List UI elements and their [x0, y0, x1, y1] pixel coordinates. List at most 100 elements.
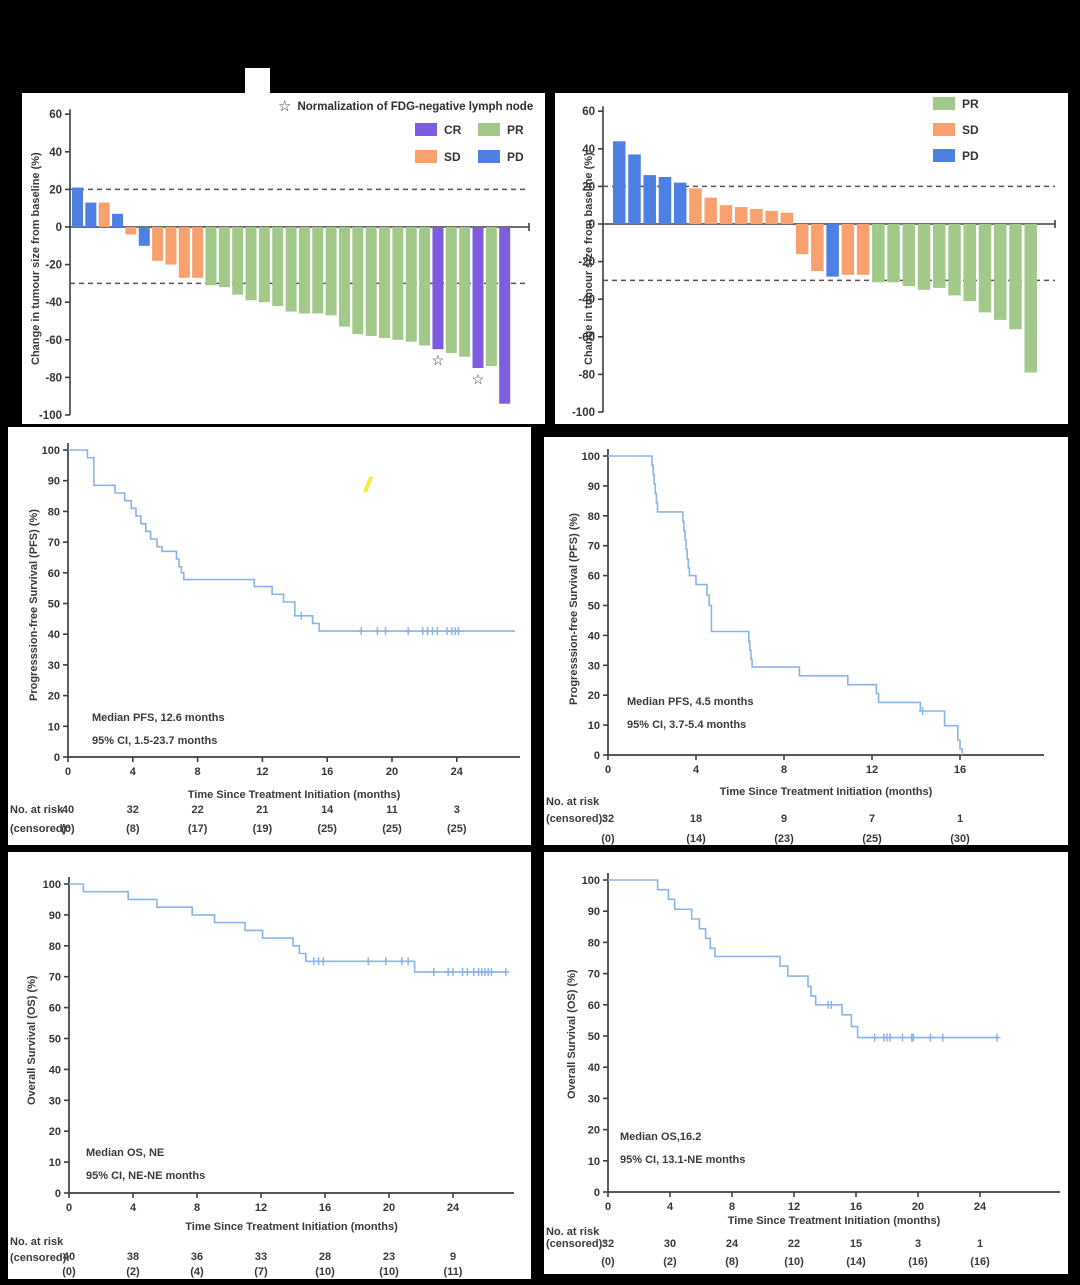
risk-count: 22	[191, 804, 204, 816]
median-line: Median OS,16.2	[620, 1131, 702, 1143]
svg-text:-80: -80	[45, 372, 62, 384]
svg-text:24: 24	[451, 766, 464, 778]
pfs-panel-b: 100 90 80 70 60 50 40 30 20 10 0 0 4 8 12 16 Progresssi…	[544, 437, 1068, 845]
svg-text:24: 24	[974, 1201, 987, 1213]
risk-censored-count: (0)	[601, 1256, 615, 1268]
pfs-b-annotation: Median PFS, 4.5 months 95% CI, 3.7-5.4 m…	[627, 691, 754, 737]
svg-text:0: 0	[594, 750, 600, 762]
svg-text:20: 20	[588, 690, 600, 702]
svg-text:12: 12	[256, 766, 268, 778]
risk-censored-count: (0)	[62, 1266, 76, 1278]
legend-swatch-pr	[933, 97, 955, 110]
waterfall-bar	[780, 212, 794, 224]
survival-curve	[68, 449, 516, 632]
svg-text:80: 80	[49, 941, 61, 953]
waterfall-bar	[419, 227, 431, 346]
svg-text:8: 8	[195, 766, 201, 778]
waterfall-bar	[365, 227, 377, 337]
risk-count: 40	[61, 804, 75, 816]
waterfall-bar	[285, 227, 297, 312]
risk-censored-count: (25)	[317, 823, 337, 835]
svg-text:50: 50	[49, 1034, 61, 1046]
pfs-a-xlabel: Time Since Treatment Initiation (months)	[187, 789, 401, 801]
waterfall-bar	[673, 182, 687, 224]
svg-text:-100: -100	[39, 410, 62, 422]
risk-censored-count: (0)	[61, 823, 75, 835]
risk-count: 1	[956, 813, 964, 825]
waterfall-bar	[765, 210, 778, 224]
svg-text:60: 60	[49, 109, 62, 121]
waterfall-bar	[165, 227, 177, 265]
svg-text:100: 100	[582, 451, 600, 463]
waterfall-bar	[658, 177, 672, 224]
risk-count: 23	[382, 1251, 396, 1263]
os-a-ylabel: Overall Survival (OS) (%)	[26, 975, 38, 1105]
risk-censored-count: (25)	[862, 833, 882, 845]
svg-text:30: 30	[49, 1095, 61, 1107]
svg-text:100: 100	[42, 445, 60, 457]
risk-count: 24	[725, 1238, 739, 1250]
svg-text:10: 10	[588, 1156, 600, 1168]
risk-count: 32	[601, 1238, 615, 1250]
svg-text:10: 10	[49, 1157, 61, 1169]
svg-text:0: 0	[605, 1201, 611, 1213]
risk-censored-count: (19)	[252, 823, 273, 835]
censor-marks	[310, 957, 510, 977]
risk-censored-count: (16)	[908, 1256, 928, 1268]
pfs-b-xlabel: Time Since Treatment Initiation (months)	[719, 786, 933, 798]
waterfall-bar	[856, 224, 870, 275]
svg-text:8: 8	[194, 1202, 200, 1214]
waterfall-bar	[258, 227, 270, 303]
waterfall-bar	[392, 227, 404, 340]
median-line: Median PFS, 12.6 months	[92, 712, 225, 724]
svg-text:4: 4	[693, 764, 700, 776]
legend-swatch-sd	[415, 150, 437, 163]
pfs-b-ylabel: Progresssion-free Survival (PFS) (%)	[568, 513, 580, 705]
waterfall-b-chart: 60 40 20 0 -20 -40 -60 -80 -100 PR SD PD	[572, 97, 1056, 419]
legend-swatch-pd	[933, 149, 955, 162]
risk-count: 9	[780, 813, 788, 825]
os-b-ylabel: Overall Survival (OS) (%)	[566, 969, 578, 1099]
svg-text:70: 70	[49, 972, 61, 984]
svg-text:40: 40	[49, 147, 62, 159]
ci-line: 95% CI, 1.5-23.7 months	[92, 735, 218, 747]
risk-count: 18	[689, 813, 703, 825]
risk-header-2: (censored):	[546, 813, 606, 825]
risk-count: 30	[663, 1238, 677, 1250]
waterfall-bar	[826, 224, 839, 277]
waterfall-bar	[232, 227, 244, 295]
waterfall-bar	[312, 227, 324, 314]
legend-label-cr: CR	[444, 123, 462, 137]
legend-swatch-sd	[933, 123, 955, 136]
waterfall-bar	[178, 227, 190, 278]
risk-header-1: No. at risk	[546, 796, 600, 808]
risk-header-1: No. at risk	[546, 1226, 600, 1238]
waterfall-bar	[218, 227, 230, 288]
risk-count: 7	[868, 813, 876, 825]
waterfall-bar	[459, 227, 471, 357]
pfs-a-ylabel: Progresssion-free Survival (PFS) (%)	[28, 509, 40, 701]
risk-header-2: (censored):	[10, 1252, 70, 1264]
risk-censored-count: (7)	[254, 1266, 268, 1278]
svg-text:0: 0	[605, 764, 611, 776]
waterfall-bar	[499, 227, 511, 404]
risk-count: 40	[62, 1251, 76, 1263]
svg-text:10: 10	[588, 720, 600, 732]
svg-text:40: 40	[48, 629, 60, 641]
ci-line: 95% CI, 13.1-NE months	[620, 1154, 746, 1166]
svg-text:4: 4	[130, 766, 137, 778]
waterfall-bar	[352, 227, 364, 335]
legend-swatch-pd	[478, 150, 500, 163]
waterfall-bar	[994, 224, 1007, 320]
waterfall-b-ylabel: Change in tumour size from baseline (%)	[583, 152, 595, 366]
legend-label-pd: PD	[507, 150, 524, 164]
svg-text:-40: -40	[45, 297, 62, 309]
risk-count: 28	[318, 1251, 332, 1263]
svg-text:70: 70	[588, 969, 600, 981]
pfs-a-annotation: Median PFS, 12.6 months 95% CI, 1.5-23.7…	[92, 707, 225, 753]
svg-text:12: 12	[788, 1201, 800, 1213]
risk-header-1: No. at risk	[10, 804, 64, 816]
svg-text:0: 0	[56, 222, 62, 234]
